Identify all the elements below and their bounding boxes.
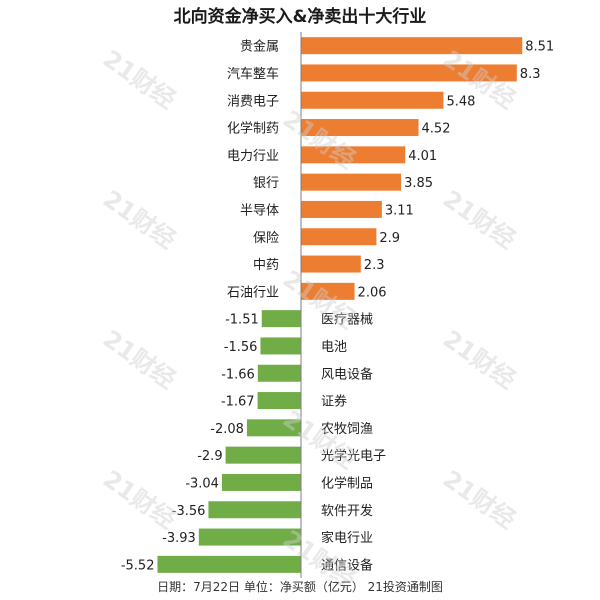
bar-0 (301, 37, 523, 55)
value-label-6: 3.11 (385, 203, 414, 218)
value-label-16: -3.04 (185, 476, 219, 491)
bar-1 (301, 64, 517, 82)
bar-6 (301, 200, 382, 218)
value-label-13: -1.67 (221, 395, 255, 410)
category-label-17: 软件开发 (321, 503, 373, 519)
bar-8 (301, 255, 361, 273)
category-label-7: 保险 (253, 231, 279, 246)
value-label-1: 8.3 (520, 67, 541, 82)
value-label-5: 3.85 (404, 176, 433, 191)
bar-17 (208, 501, 301, 519)
category-label-6: 半导体 (240, 203, 279, 218)
category-label-5: 银行 (253, 176, 279, 191)
value-label-2: 5.48 (446, 94, 475, 109)
value-label-17: -3.56 (172, 504, 206, 519)
bar-7 (301, 228, 377, 246)
category-label-10: 医疗器械 (321, 313, 373, 328)
category-label-12: 风电设备 (321, 366, 373, 382)
category-label-13: 证券 (321, 394, 347, 410)
bar-18 (198, 528, 301, 546)
bar-15 (225, 446, 301, 464)
category-label-16: 化学制品 (321, 475, 373, 491)
value-label-0: 8.51 (525, 40, 554, 55)
category-label-0: 贵金属 (240, 39, 279, 55)
value-label-4: 4.01 (408, 149, 437, 164)
value-label-9: 2.06 (358, 285, 387, 300)
category-label-15: 光学光电子 (321, 448, 386, 464)
value-label-11: -1.56 (224, 340, 258, 355)
value-label-12: -1.66 (221, 367, 255, 382)
value-label-18: -3.93 (162, 531, 196, 546)
bar-13 (257, 392, 301, 410)
value-label-19: -5.52 (121, 558, 155, 573)
category-label-11: 电池 (321, 340, 347, 355)
category-label-19: 通信设备 (321, 557, 373, 573)
bar-4 (301, 146, 406, 164)
bar-14 (246, 419, 301, 437)
bar-3 (301, 119, 419, 137)
category-label-14: 农牧饲渔 (321, 422, 373, 437)
category-label-8: 中药 (253, 258, 279, 273)
value-label-8: 2.3 (364, 258, 385, 273)
bar-2 (301, 91, 444, 109)
value-label-14: -2.08 (210, 422, 244, 437)
category-label-3: 化学制药 (227, 121, 279, 137)
bar-5 (301, 173, 402, 191)
bar-9 (301, 282, 355, 300)
bar-10 (261, 310, 301, 328)
bar-12 (257, 364, 301, 382)
value-label-3: 4.52 (422, 122, 451, 137)
value-label-15: -2.9 (197, 449, 222, 464)
category-label-18: 家电行业 (321, 530, 373, 546)
footer-note: 日期：7月22日 单位：净买额（亿元） 21投资通制图 (157, 580, 443, 594)
category-label-1: 汽车整车 (227, 66, 279, 82)
value-label-10: -1.51 (225, 313, 259, 328)
bar-19 (157, 555, 301, 573)
value-label-7: 2.9 (379, 231, 400, 246)
category-label-2: 消费电子 (227, 94, 279, 109)
bar-16 (221, 473, 301, 491)
chart-title: 北向资金净买入&净卖出十大行业 (173, 7, 427, 27)
bar-11 (260, 337, 301, 355)
category-label-4: 电力行业 (227, 149, 279, 164)
category-label-9: 石油行业 (227, 285, 279, 300)
